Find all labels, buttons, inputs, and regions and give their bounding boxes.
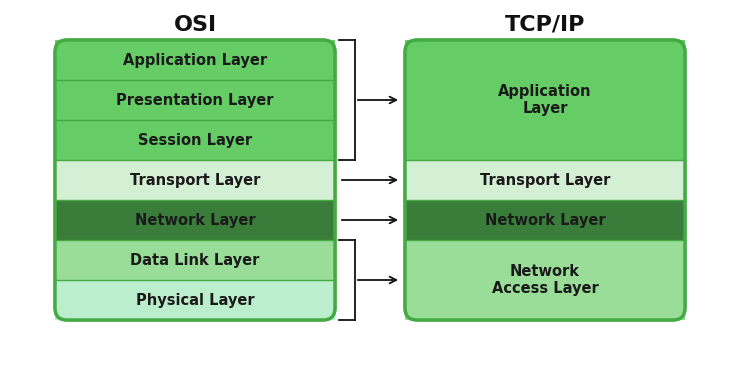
Bar	[55, 160, 335, 200]
Bar	[55, 280, 335, 320]
Bar	[55, 120, 335, 160]
Text: Data Link Layer: Data Link Layer	[131, 253, 260, 268]
Text: Network
Access Layer: Network Access Layer	[491, 264, 599, 296]
Bar	[55, 80, 335, 120]
Text: Network Layer: Network Layer	[135, 212, 256, 227]
Bar	[405, 40, 685, 160]
Bar	[55, 200, 335, 240]
FancyBboxPatch shape	[405, 40, 685, 320]
Bar	[405, 160, 685, 200]
Text: Application Layer: Application Layer	[123, 53, 267, 68]
Bar	[405, 200, 685, 240]
FancyBboxPatch shape	[55, 40, 335, 320]
Text: OSI: OSI	[174, 15, 217, 35]
Text: Session Layer: Session Layer	[138, 132, 252, 147]
Bar	[405, 240, 685, 320]
Text: Transport Layer: Transport Layer	[130, 173, 260, 188]
Text: Presentation Layer: Presentation Layer	[116, 92, 274, 108]
Text: TCP/IP: TCP/IP	[505, 15, 585, 35]
Text: Transport Layer: Transport Layer	[480, 173, 610, 188]
Text: Physical Layer: Physical Layer	[136, 292, 254, 307]
Bar	[55, 40, 335, 80]
Text: Network Layer: Network Layer	[485, 212, 605, 227]
Bar	[55, 240, 335, 280]
Text: Application
Layer: Application Layer	[499, 84, 592, 116]
